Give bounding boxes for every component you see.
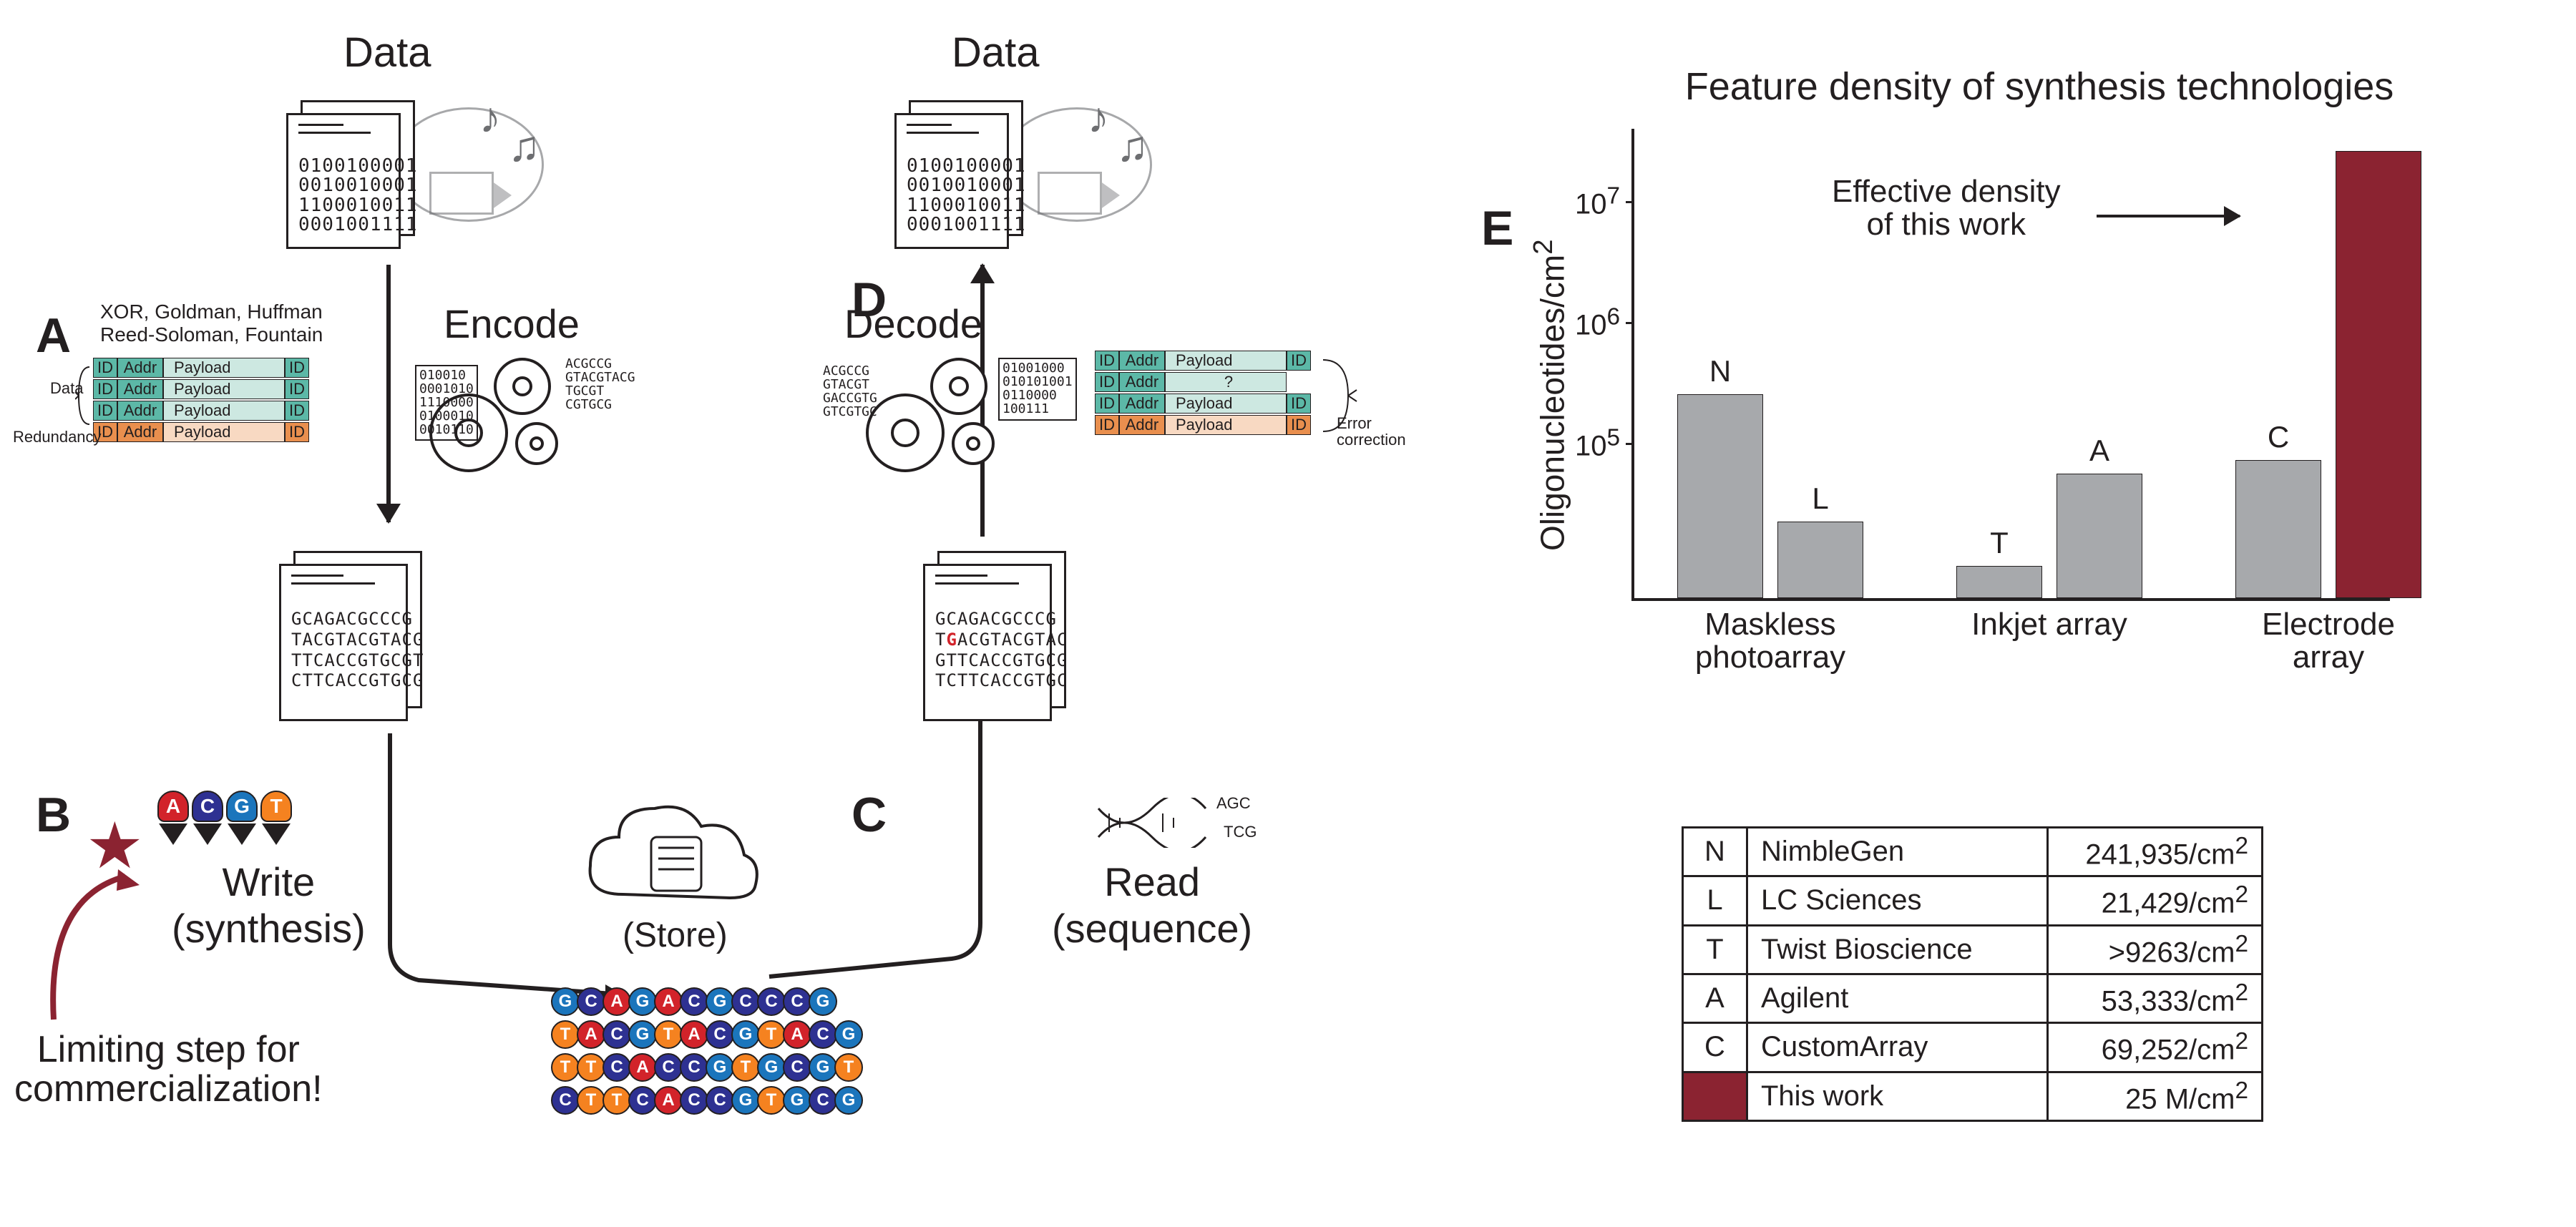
title-data-left: Data [343, 29, 431, 77]
payload-block-decode: IDAddrPayloadID IDAddr? IDAddrPayloadID … [1095, 351, 1311, 436]
helix-icon [1095, 798, 1209, 848]
seq-doc-decode: GCAGACGCCCGTGACGTACGTACGTTCACCGTGCGTCTTC… [923, 551, 1066, 723]
label-limiting: Limiting step for commercialization! [14, 1030, 323, 1108]
chart-title: Feature density of synthesis technologie… [1610, 64, 2469, 109]
data-icon-right: ♪ ♫ 0100100001 0010010001 1100010011 000… [894, 86, 1152, 258]
gears-decode-icon [866, 351, 1009, 479]
bar-L [1777, 522, 1863, 598]
label-error-correction: Error correction [1337, 415, 1406, 448]
cloud-icon [580, 787, 766, 916]
payload-block-encode: IDAddrPayloadID IDAddrPayloadID IDAddrPa… [93, 358, 309, 444]
gears-decode-seq: ACGCCG GTACGT GACCGTG GTCGTGC [823, 365, 877, 419]
helix-label-bot: TCG [1224, 823, 1257, 841]
data-bracket-icon [75, 363, 94, 428]
label-decode: Decode [844, 300, 982, 347]
encoding-methods: XOR, Goldman, Huffman Reed-Soloman, Foun… [100, 300, 323, 346]
curve-arrow-icon [39, 869, 161, 1027]
arrow-encode [386, 265, 391, 522]
chart-annotation: Effective density of this work [1832, 175, 2061, 241]
data-icon-left: ♪ ♫ 0100100001 0010010001 1100010011 000… [286, 86, 544, 258]
binary-block: 0100100001 0010010001 1100010011 0001001… [298, 157, 418, 235]
title-data-right: Data [952, 29, 1040, 77]
bar-N [1677, 394, 1763, 598]
dna-strings: GCAGACGCCCGTACGTACGTACGTTCACCGTGCGTCTTCA… [551, 987, 863, 1115]
panel-label-e: E [1481, 200, 1513, 256]
chart-annotation-arrow [2097, 215, 2240, 217]
chart-ylabel: Oligonucleotides/cm2 [1528, 239, 1571, 551]
gears-encode-seq: ACGCCG GTACGTACG TGCGT CGTGCG [565, 358, 635, 412]
gears-encode-binary: 010010 0001010 1110000 0100010 0010110 [415, 365, 478, 441]
panel-label-b: B [36, 787, 71, 843]
helix-label-top: AGC [1216, 794, 1251, 813]
panel-label-a: A [36, 308, 71, 363]
label-store: (Store) [623, 916, 728, 955]
bar-A [2057, 474, 2142, 598]
bar-TW [2336, 151, 2421, 598]
bar-C [2235, 460, 2321, 598]
gears-decode-binary: 01001000 010101001 0110000 100111 [998, 358, 1077, 421]
label-encode: Encode [444, 300, 580, 347]
acgt-pencils-icon: ACGT [157, 791, 292, 848]
bar-T [1956, 566, 2042, 598]
seq-doc-encode: GCAGACGCCCG TACGTACGTACG TTCACCGTGCGT CT… [279, 551, 422, 723]
label-read: Read(sequence) [1052, 859, 1252, 952]
binary-block-2: 0100100001 0010010001 1100010011 0001001… [907, 157, 1026, 235]
density-table: NNimbleGen241,935/cm2LLC Sciences21,429/… [1682, 826, 2263, 1122]
label-redundancy: Redundancy [13, 428, 102, 446]
label-write: Write(synthesis) [172, 859, 366, 952]
